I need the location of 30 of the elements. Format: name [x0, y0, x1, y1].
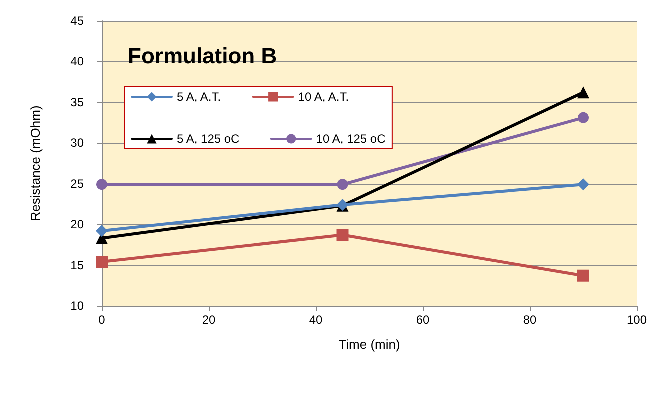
point	[578, 112, 589, 124]
text: Formulation B	[128, 44, 278, 68]
y-tick-label: 20	[70, 218, 84, 232]
y-tick-label: 40	[70, 54, 84, 69]
point	[578, 178, 590, 191]
point	[578, 86, 590, 99]
x-tick-label: 100	[626, 313, 648, 327]
x-tick-label: 20	[202, 313, 216, 327]
legend-label: 5 A, 125 oC	[177, 132, 240, 146]
y-tick-label: 15	[70, 258, 84, 272]
y-tick-label: 25	[70, 176, 84, 191]
x-tick-label: 0	[98, 313, 106, 327]
x-axis-title: Time (min)	[338, 337, 400, 352]
y-axis-title: Resistance (mOhm)	[28, 106, 43, 222]
point	[578, 270, 590, 282]
legend-label: 5 A, A.T.	[177, 90, 222, 104]
y-tick-label: 10	[70, 299, 84, 313]
point	[336, 229, 349, 242]
y-tick-label: 30	[70, 136, 84, 150]
y-tick-label: 45	[70, 14, 84, 28]
y-tick-label: 35	[70, 95, 84, 110]
point	[96, 225, 108, 238]
point	[337, 179, 348, 190]
point	[96, 256, 108, 268]
point	[96, 179, 108, 190]
x-tick-label: 80	[523, 313, 537, 327]
legend-label: 10 A, A.T.	[298, 90, 350, 104]
legend-label: 10 A, 125 oC	[316, 132, 386, 146]
x-tick-label: 60	[416, 313, 430, 327]
x-tick-label: 40	[309, 313, 323, 327]
